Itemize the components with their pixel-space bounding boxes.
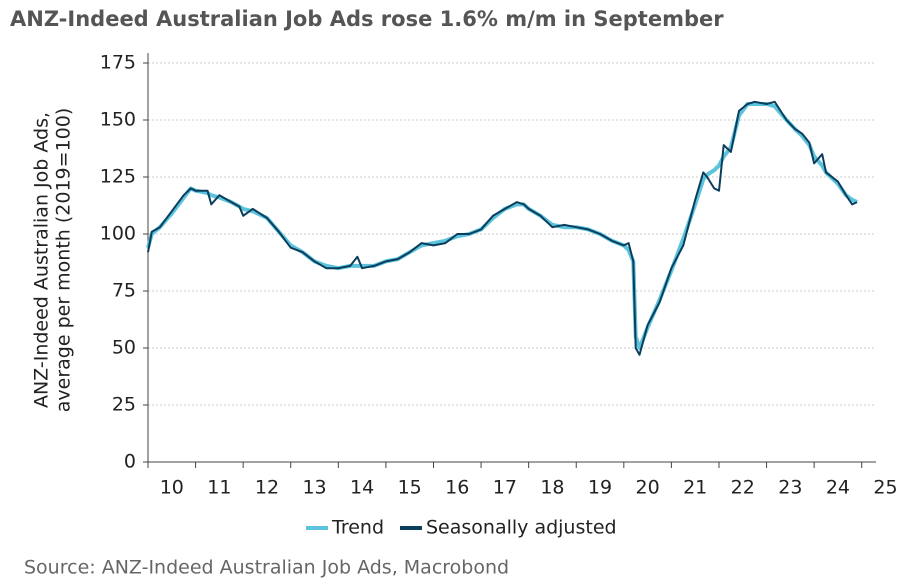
x-tick-label: 10 (160, 477, 184, 499)
legend-label: Trend (331, 517, 384, 539)
x-tick-label: 12 (255, 477, 279, 499)
y-tick-label: 50 (112, 337, 136, 359)
y-tick-label: 25 (112, 394, 136, 416)
y-tick-label: 175 (100, 52, 136, 74)
x-tick-label: 21 (683, 477, 707, 499)
x-tick-label: 17 (493, 477, 517, 499)
y-tick-label: 100 (100, 223, 136, 245)
y-axis-label: ANZ-Indeed Australian Job Ads, (31, 112, 53, 408)
y-tick-label: 125 (100, 166, 136, 188)
chart-title: ANZ-Indeed Australian Job Ads rose 1.6% … (10, 7, 724, 31)
x-tick-label: 19 (588, 477, 612, 499)
x-tick-label: 25 (873, 477, 897, 499)
y-tick-label: 0 (124, 451, 136, 473)
series-line (146, 102, 858, 350)
y-axis-label: average per month (2019=100) (53, 108, 75, 413)
x-tick-label: 22 (731, 477, 755, 499)
y-tick-label: 75 (112, 280, 136, 302)
source: Source: ANZ-Indeed Australian Job Ads, M… (24, 557, 509, 579)
x-tick-label: 18 (540, 477, 564, 499)
x-tick-label: 23 (778, 477, 802, 499)
x-tick-label: 24 (826, 477, 850, 499)
x-tick-label: 16 (445, 477, 469, 499)
x-tick-label: 14 (350, 477, 374, 499)
legend-label: Seasonally adjusted (426, 517, 617, 539)
x-tick-label: 15 (398, 477, 422, 499)
x-tick-label: 11 (207, 477, 231, 499)
series-line (147, 100, 858, 356)
x-tick-label: 13 (302, 477, 326, 499)
x-tick-label: 20 (636, 477, 660, 499)
y-tick-label: 150 (100, 109, 136, 131)
